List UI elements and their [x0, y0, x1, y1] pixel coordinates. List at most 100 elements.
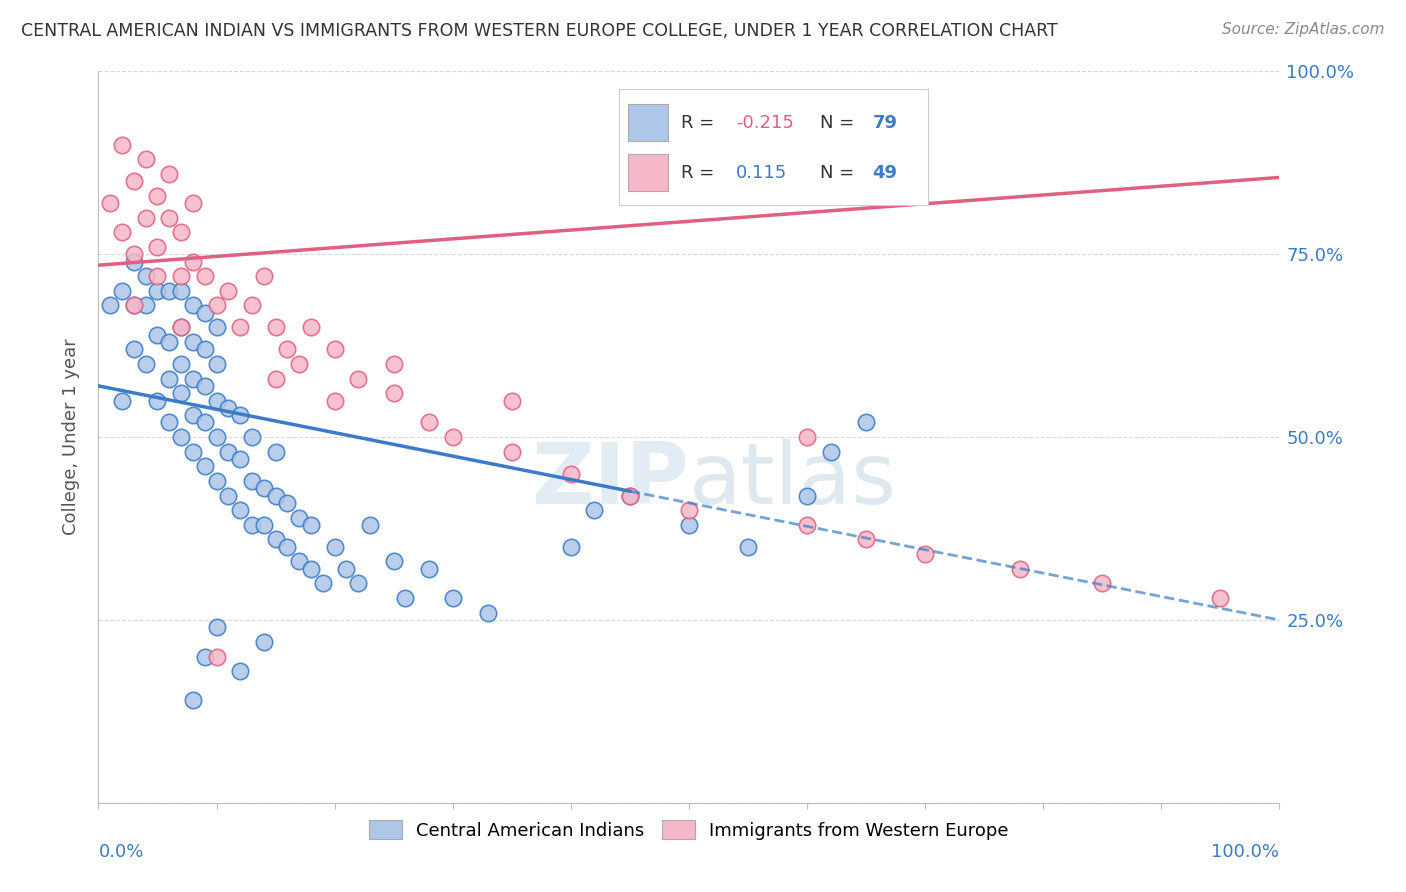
- Point: [157, 167, 180, 181]
- Point: [276, 496, 298, 510]
- Point: [122, 343, 145, 357]
- Point: [157, 371, 180, 385]
- Point: [737, 540, 759, 554]
- Point: [194, 649, 217, 664]
- Point: [205, 620, 228, 634]
- Point: [135, 357, 157, 371]
- Point: [299, 517, 322, 532]
- Point: [347, 371, 370, 385]
- Point: [181, 444, 204, 458]
- Point: [146, 240, 169, 254]
- Point: [122, 174, 145, 188]
- Point: [122, 254, 145, 268]
- Point: [181, 693, 204, 707]
- Point: [181, 298, 204, 312]
- Point: [501, 444, 523, 458]
- Point: [253, 635, 276, 649]
- Point: [157, 416, 180, 430]
- Text: 79: 79: [872, 114, 897, 132]
- Point: [157, 334, 180, 349]
- Point: [181, 408, 204, 422]
- Point: [205, 298, 228, 312]
- Point: [323, 343, 346, 357]
- FancyBboxPatch shape: [628, 104, 668, 141]
- Point: [111, 225, 134, 239]
- Point: [217, 444, 239, 458]
- Point: [276, 540, 298, 554]
- Point: [240, 517, 263, 532]
- Point: [583, 503, 606, 517]
- Text: R =: R =: [681, 164, 720, 182]
- Point: [98, 196, 121, 211]
- Point: [181, 334, 204, 349]
- Point: [146, 327, 169, 342]
- FancyBboxPatch shape: [628, 154, 668, 191]
- Point: [288, 554, 311, 568]
- Text: 0.0%: 0.0%: [98, 843, 143, 861]
- Point: [264, 320, 287, 334]
- Point: [441, 430, 464, 444]
- Point: [264, 533, 287, 547]
- Point: [264, 444, 287, 458]
- Point: [678, 517, 700, 532]
- Point: [229, 664, 252, 678]
- Text: 0.115: 0.115: [737, 164, 787, 182]
- Point: [205, 649, 228, 664]
- Point: [135, 298, 157, 312]
- Point: [855, 416, 877, 430]
- Point: [146, 188, 169, 202]
- Point: [560, 467, 582, 481]
- Point: [288, 510, 311, 524]
- Point: [170, 269, 193, 284]
- Point: [217, 284, 239, 298]
- Point: [135, 269, 157, 284]
- Point: [382, 357, 405, 371]
- Point: [678, 503, 700, 517]
- Point: [205, 320, 228, 334]
- Point: [323, 393, 346, 408]
- Point: [619, 489, 641, 503]
- Text: -0.215: -0.215: [737, 114, 794, 132]
- Point: [477, 606, 499, 620]
- Point: [205, 357, 228, 371]
- Point: [264, 489, 287, 503]
- Point: [394, 591, 416, 605]
- Text: N =: N =: [820, 114, 859, 132]
- Text: N =: N =: [820, 164, 859, 182]
- Point: [796, 430, 818, 444]
- Point: [855, 533, 877, 547]
- Point: [181, 254, 204, 268]
- Point: [111, 393, 134, 408]
- Point: [1209, 591, 1232, 605]
- Point: [122, 298, 145, 312]
- Point: [170, 386, 193, 401]
- Point: [382, 386, 405, 401]
- Point: [170, 320, 193, 334]
- Text: 49: 49: [872, 164, 897, 182]
- Point: [146, 284, 169, 298]
- Point: [914, 547, 936, 561]
- Text: 100.0%: 100.0%: [1212, 843, 1279, 861]
- Point: [111, 137, 134, 152]
- Text: Source: ZipAtlas.com: Source: ZipAtlas.com: [1222, 22, 1385, 37]
- Point: [253, 481, 276, 495]
- Point: [111, 284, 134, 298]
- Point: [170, 284, 193, 298]
- Text: R =: R =: [681, 114, 720, 132]
- Point: [240, 474, 263, 488]
- Point: [170, 225, 193, 239]
- Point: [135, 211, 157, 225]
- Point: [335, 562, 357, 576]
- Point: [122, 298, 145, 312]
- Point: [205, 393, 228, 408]
- Point: [194, 416, 217, 430]
- Point: [276, 343, 298, 357]
- Point: [501, 393, 523, 408]
- Point: [560, 540, 582, 554]
- Point: [323, 540, 346, 554]
- Point: [312, 576, 335, 591]
- Legend: Central American Indians, Immigrants from Western Europe: Central American Indians, Immigrants fro…: [360, 811, 1018, 848]
- Point: [170, 357, 193, 371]
- Point: [240, 298, 263, 312]
- Point: [146, 393, 169, 408]
